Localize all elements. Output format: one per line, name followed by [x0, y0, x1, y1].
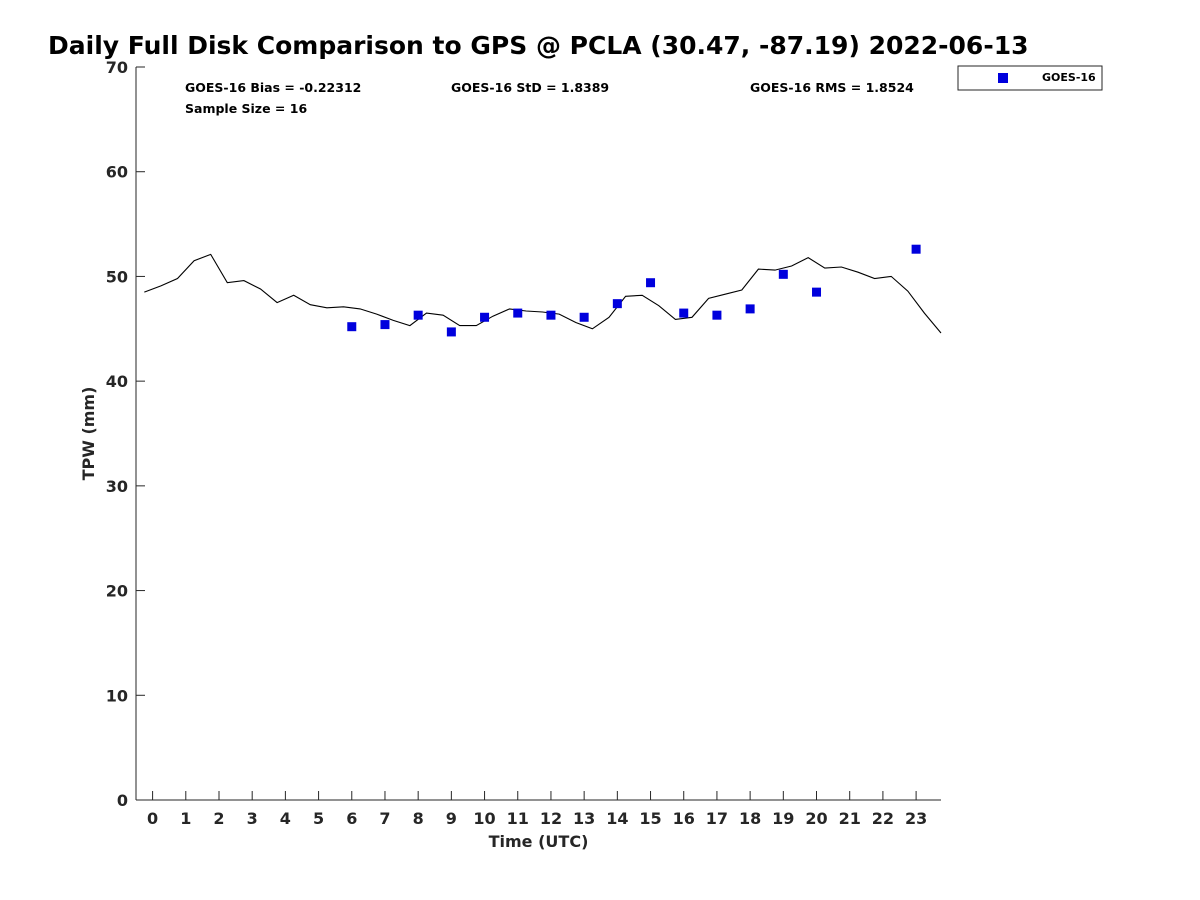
legend-label-goes16: GOES-16 [1042, 71, 1096, 84]
x-tick-label: 14 [606, 809, 628, 828]
std-annotation: GOES-16 StD = 1.8389 [451, 80, 609, 95]
chart-title: Daily Full Disk Comparison to GPS @ PCLA… [48, 31, 1029, 60]
goes16-data-point [347, 322, 357, 332]
y-tick-label: 40 [106, 372, 128, 391]
x-tick-label: 20 [805, 809, 827, 828]
goes16-data-point [778, 269, 788, 279]
legend-marker-goes16 [998, 73, 1008, 83]
statistics-annotations: GOES-16 Bias = -0.22312 GOES-16 StD = 1.… [185, 80, 914, 116]
goes16-data-point [446, 327, 456, 337]
bias-annotation: GOES-16 Bias = -0.22312 [185, 80, 361, 95]
y-tick-label: 50 [106, 267, 128, 286]
goes16-data-point [546, 310, 556, 320]
goes16-data-point [513, 308, 523, 318]
x-tick-label: 16 [673, 809, 695, 828]
x-tick-label: 23 [905, 809, 927, 828]
x-tick-label: 0 [147, 809, 158, 828]
x-tick-label: 3 [247, 809, 258, 828]
legend: GOES-16 [957, 65, 1103, 91]
y-axis-label: TPW (mm) [79, 387, 98, 481]
goes16-data-point [579, 312, 589, 322]
x-tick-label: 13 [573, 809, 595, 828]
goes16-data-point [745, 304, 755, 314]
y-tick-label: 70 [106, 58, 128, 77]
goes16-data-point [812, 287, 822, 297]
gps-line-series [144, 253, 942, 334]
y-tick-label: 0 [117, 791, 128, 810]
x-tick-label: 5 [313, 809, 324, 828]
x-tick-label: 4 [280, 809, 291, 828]
y-axis-ticks: 0 10 20 30 40 50 60 70 [106, 58, 145, 810]
x-tick-label: 9 [446, 809, 457, 828]
x-axis-label: Time (UTC) [489, 832, 589, 851]
x-tick-label: 21 [839, 809, 861, 828]
x-tick-label: 15 [639, 809, 661, 828]
x-tick-label: 11 [507, 809, 529, 828]
x-tick-label: 10 [473, 809, 495, 828]
x-tick-label: 6 [346, 809, 357, 828]
x-tick-label: 2 [213, 809, 224, 828]
rms-annotation: GOES-16 RMS = 1.8524 [750, 80, 914, 95]
goes16-data-point [679, 308, 689, 318]
y-tick-label: 10 [106, 686, 128, 705]
gps-tpw-line [144, 253, 942, 334]
x-axis-ticks: 0 1 2 3 4 5 6 7 8 9 10 11 12 13 14 15 16 17 18 19 20 21 22 23 [147, 791, 927, 828]
x-tick-label: 22 [872, 809, 894, 828]
goes16-data-point [712, 310, 722, 320]
y-tick-label: 20 [106, 582, 128, 601]
y-tick-label: 30 [106, 477, 128, 496]
goes16-data-point [380, 320, 390, 330]
goes16-scatter-series [347, 244, 921, 337]
goes16-data-point [612, 299, 622, 309]
sample-size-annotation: Sample Size = 16 [185, 101, 307, 116]
goes16-data-point [911, 244, 921, 254]
goes16-data-point [480, 312, 490, 322]
x-tick-label: 1 [180, 809, 191, 828]
legend-box [957, 65, 1103, 91]
goes16-data-point [646, 278, 656, 288]
goes16-data-point [413, 310, 423, 320]
x-tick-label: 7 [379, 809, 390, 828]
x-tick-label: 18 [739, 809, 761, 828]
x-tick-label: 12 [540, 809, 562, 828]
y-tick-label: 60 [106, 163, 128, 182]
x-tick-label: 17 [706, 809, 728, 828]
x-tick-label: 19 [772, 809, 794, 828]
x-tick-label: 8 [413, 809, 424, 828]
